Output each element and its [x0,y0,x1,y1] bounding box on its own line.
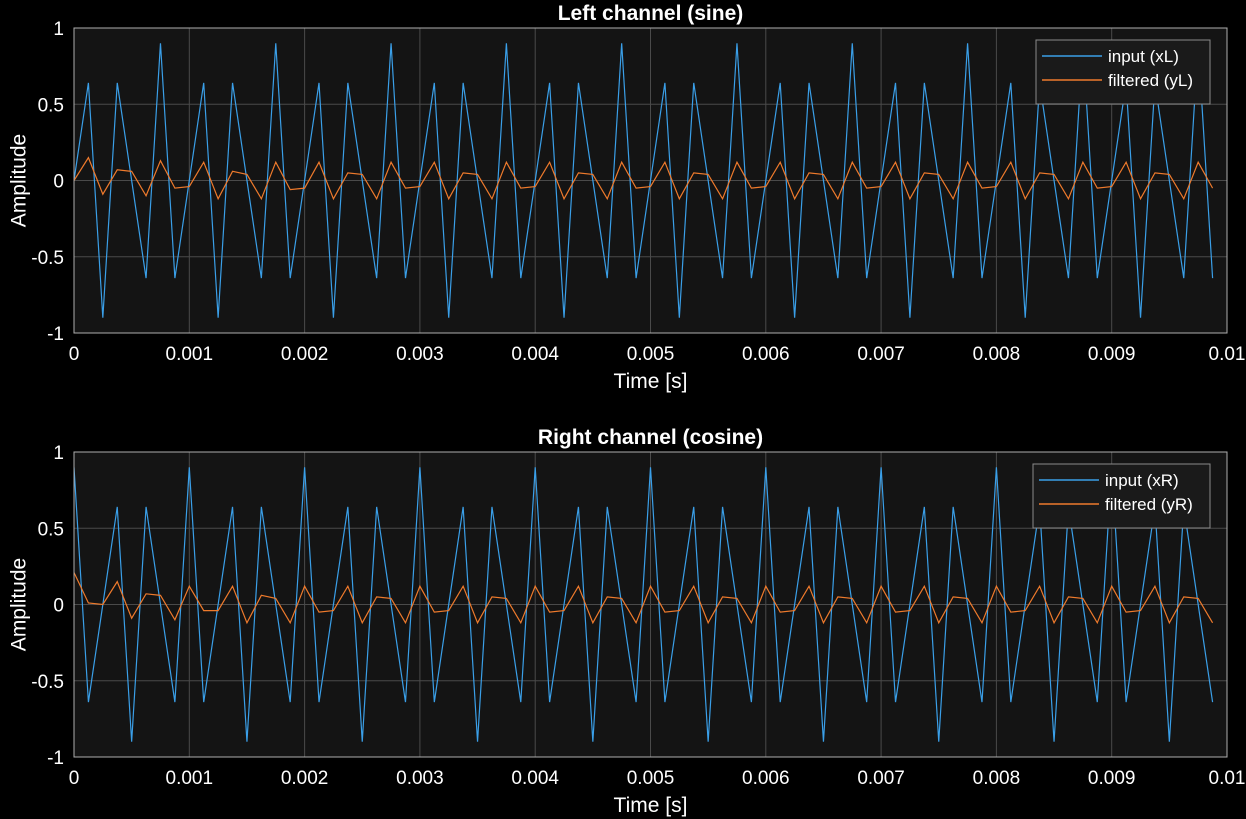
y-tick-label: -0.5 [31,672,64,693]
x-tick-label: 0.006 [742,344,790,365]
x-tick-label: 0.009 [1088,344,1136,365]
x-tick-label: 0.007 [857,768,905,789]
series-line-input [74,467,1214,742]
legend-label: filtered (yR) [1105,495,1193,514]
legend-box [1032,463,1211,529]
series-line-filtered [74,572,1214,625]
y-tick-label: -1 [47,748,64,769]
right-channel-axes: 0 0.001 0.002 0.003 0.004 0.005 0.006 0.007 0.00… [8,426,1246,817]
x-axis-label: Time [s] [614,370,688,393]
y-axis-label: Amplitude [8,558,31,651]
x-tick-label: 0.004 [511,344,559,365]
y-tick-label: 0.5 [38,95,64,116]
x-tick-label: 0.003 [396,344,444,365]
x-tick-label: 0.003 [396,768,444,789]
axes-box [73,451,1228,758]
x-tick-label: 0 [69,344,80,365]
x-tick-label: 0.008 [973,344,1021,365]
x-tick-label: 0.007 [857,344,905,365]
x-axis-label: Time [s] [614,794,688,817]
y-tick-label: 0.5 [38,519,64,540]
x-tick-label: 0.008 [973,768,1021,789]
x-tick-label: 0.004 [511,768,559,789]
x-tick-label: 0.002 [281,768,329,789]
x-tick-label: 0.002 [281,344,329,365]
y-axis-label: Amplitude [8,134,31,227]
x-tick-label: 0.001 [166,768,214,789]
legend-label: input (xL) [1108,47,1179,66]
x-tick-label: 0.005 [627,768,675,789]
chart-title: Left channel (sine) [558,2,744,25]
x-tick-label: 0.009 [1088,768,1136,789]
series-line-filtered [74,156,1214,201]
legend-label: input (xR) [1105,471,1179,490]
series-group [74,467,1214,742]
left-channel-axes: 0 0.001 0.002 0.003 0.004 0.005 0.006 0.007 0.00… [8,2,1246,393]
x-tick-label: 0.01 [1209,768,1246,789]
series-group [74,43,1214,318]
chart-title: Right channel (cosine) [538,426,763,449]
x-tick-label: 0 [69,768,80,789]
x-tick-label: 0.006 [742,768,790,789]
x-tick-label: 0.01 [1209,344,1246,365]
legend: input (xR) filtered (yR) [1032,463,1211,529]
y-tick-label: -0.5 [31,248,64,269]
y-tick-label: 0 [53,172,64,193]
legend-box [1035,39,1211,105]
y-tick-label: 1 [53,443,64,464]
y-tick-label: -1 [47,324,64,345]
series-line-input [74,43,1214,318]
x-tick-label: 0.005 [627,344,675,365]
x-tick-label: 0.001 [166,344,214,365]
y-tick-label: 1 [53,19,64,40]
y-tick-label: 0 [53,596,64,617]
legend: input (xL) filtered (yL) [1035,39,1211,105]
legend-label: filtered (yL) [1108,71,1193,90]
axes-box [73,27,1228,334]
